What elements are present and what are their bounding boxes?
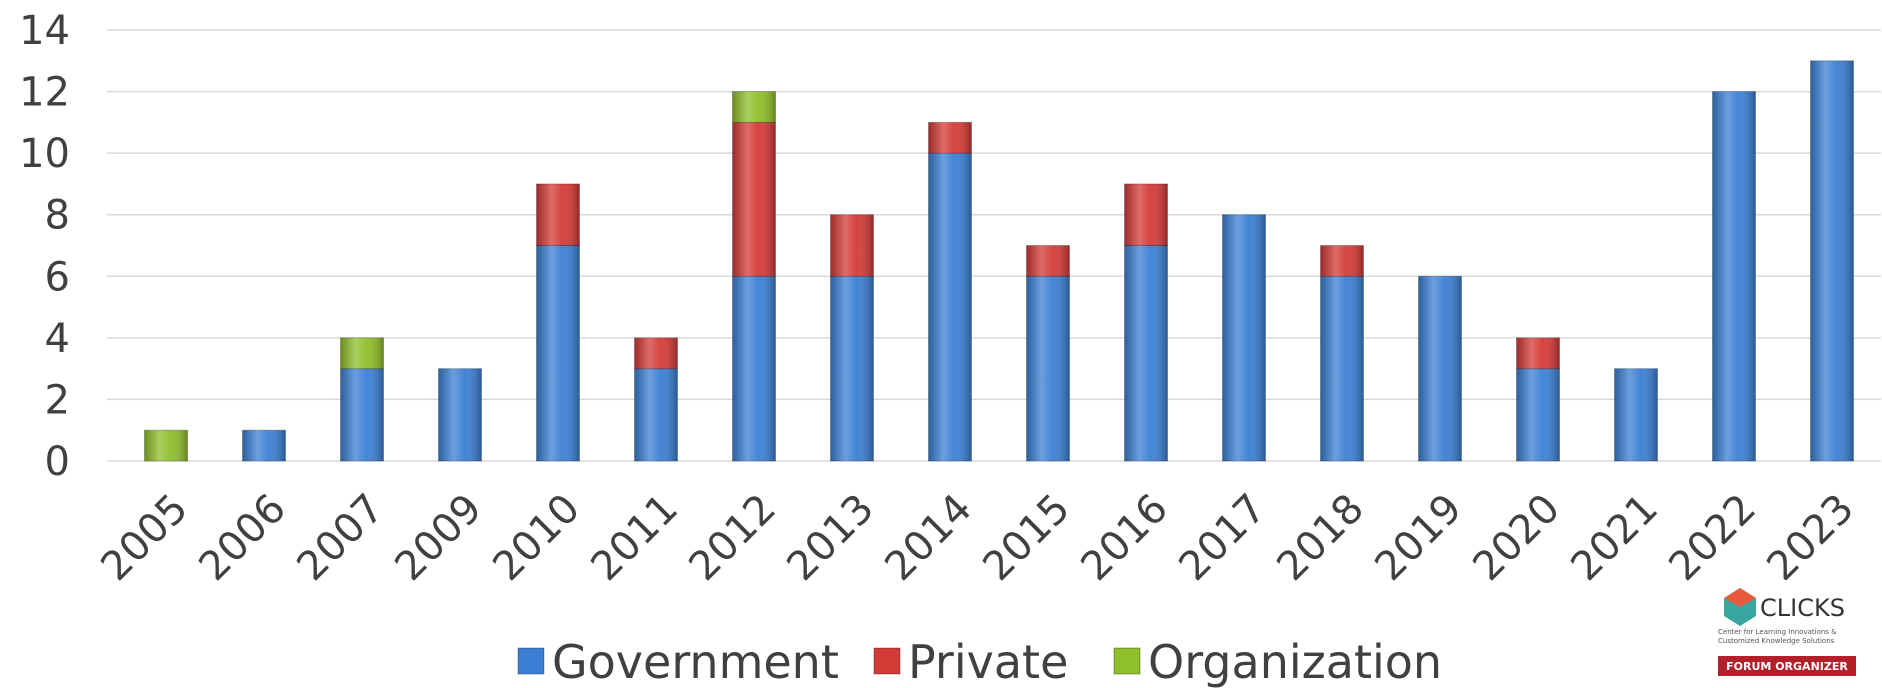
bar-shine — [928, 122, 972, 154]
logo: CLICKS Center for Learning Innovations &… — [1714, 580, 1860, 682]
logo-tagline: Center for Learning Innovations & Custom… — [1718, 628, 1837, 645]
x-tick-label: 2006 — [190, 485, 295, 590]
bar-shine — [634, 337, 678, 369]
x-tick-label: 2009 — [386, 485, 491, 590]
legend-swatch — [873, 647, 901, 675]
bar-shine — [928, 153, 972, 461]
legend-label: Government — [552, 635, 839, 688]
x-tick-label: 2016 — [1072, 485, 1177, 590]
logo-icon-top — [1724, 588, 1756, 607]
x-tick-label: 2012 — [680, 485, 785, 590]
legend-label: Private — [908, 635, 1068, 688]
y-tick-label: 8 — [45, 193, 70, 239]
logo-name: CLICKS — [1760, 594, 1845, 622]
x-tick-label: 2010 — [484, 485, 589, 590]
bar-shine — [1418, 276, 1462, 461]
bar-shine — [144, 430, 188, 461]
y-tick-label: 4 — [45, 316, 70, 362]
bar-shine — [1026, 245, 1070, 277]
logo-badge — [1718, 656, 1856, 676]
y-tick-label: 6 — [45, 254, 70, 300]
logo-badge-text: FORUM ORGANIZER — [1726, 660, 1848, 673]
x-tick-label: 2022 — [1660, 485, 1765, 590]
bar-shine — [438, 368, 482, 461]
x-tick-label: 2005 — [92, 485, 197, 590]
bar-shine — [536, 183, 580, 246]
y-tick-label: 2 — [45, 377, 70, 423]
y-tick-label: 0 — [45, 439, 70, 485]
y-tick-label: 12 — [19, 70, 70, 116]
bar-shine — [1320, 245, 1364, 277]
x-tick-label: 2015 — [974, 485, 1079, 590]
x-tick-label: 2018 — [1268, 485, 1373, 590]
legend-swatch — [1113, 647, 1141, 675]
x-tick-label: 2020 — [1464, 485, 1569, 590]
bar-shine — [340, 337, 384, 369]
x-tick-label: 2023 — [1758, 485, 1863, 590]
bar-shine — [1712, 91, 1756, 462]
bar-shine — [1026, 276, 1070, 461]
x-tick-label: 2014 — [876, 485, 981, 590]
y-tick-label: 10 — [19, 131, 70, 177]
bar-shine — [1222, 214, 1266, 461]
bar-shine — [830, 214, 874, 277]
legend-swatch — [517, 647, 545, 675]
bar-shine — [536, 245, 580, 461]
x-tick-label: 2013 — [778, 485, 883, 590]
bar-shine — [242, 430, 286, 461]
bar-shine — [1614, 368, 1658, 461]
x-tick-label: 2019 — [1366, 485, 1471, 590]
bar-shine — [830, 276, 874, 461]
bar-shine — [732, 122, 776, 277]
bar-shine — [1516, 337, 1560, 369]
bar-shine — [340, 368, 384, 461]
bar-shine — [732, 91, 776, 123]
y-tick-label: 14 — [19, 8, 70, 54]
logo-tagline-box: Center for Learning Innovations & Custom… — [1718, 628, 1837, 645]
bar-shine — [1320, 276, 1364, 461]
x-tick-label: 2007 — [288, 485, 393, 590]
legend-label: Organization — [1148, 635, 1442, 688]
bar-shine — [732, 276, 776, 461]
bar-shine — [1516, 368, 1560, 461]
x-tick-label: 2011 — [582, 485, 687, 590]
x-tick-label: 2017 — [1170, 485, 1275, 590]
bar-shine — [634, 368, 678, 461]
bar-shine — [1124, 183, 1168, 246]
bar-shine — [1810, 60, 1854, 462]
x-tick-label: 2021 — [1562, 485, 1667, 590]
bar-shine — [1124, 245, 1168, 461]
